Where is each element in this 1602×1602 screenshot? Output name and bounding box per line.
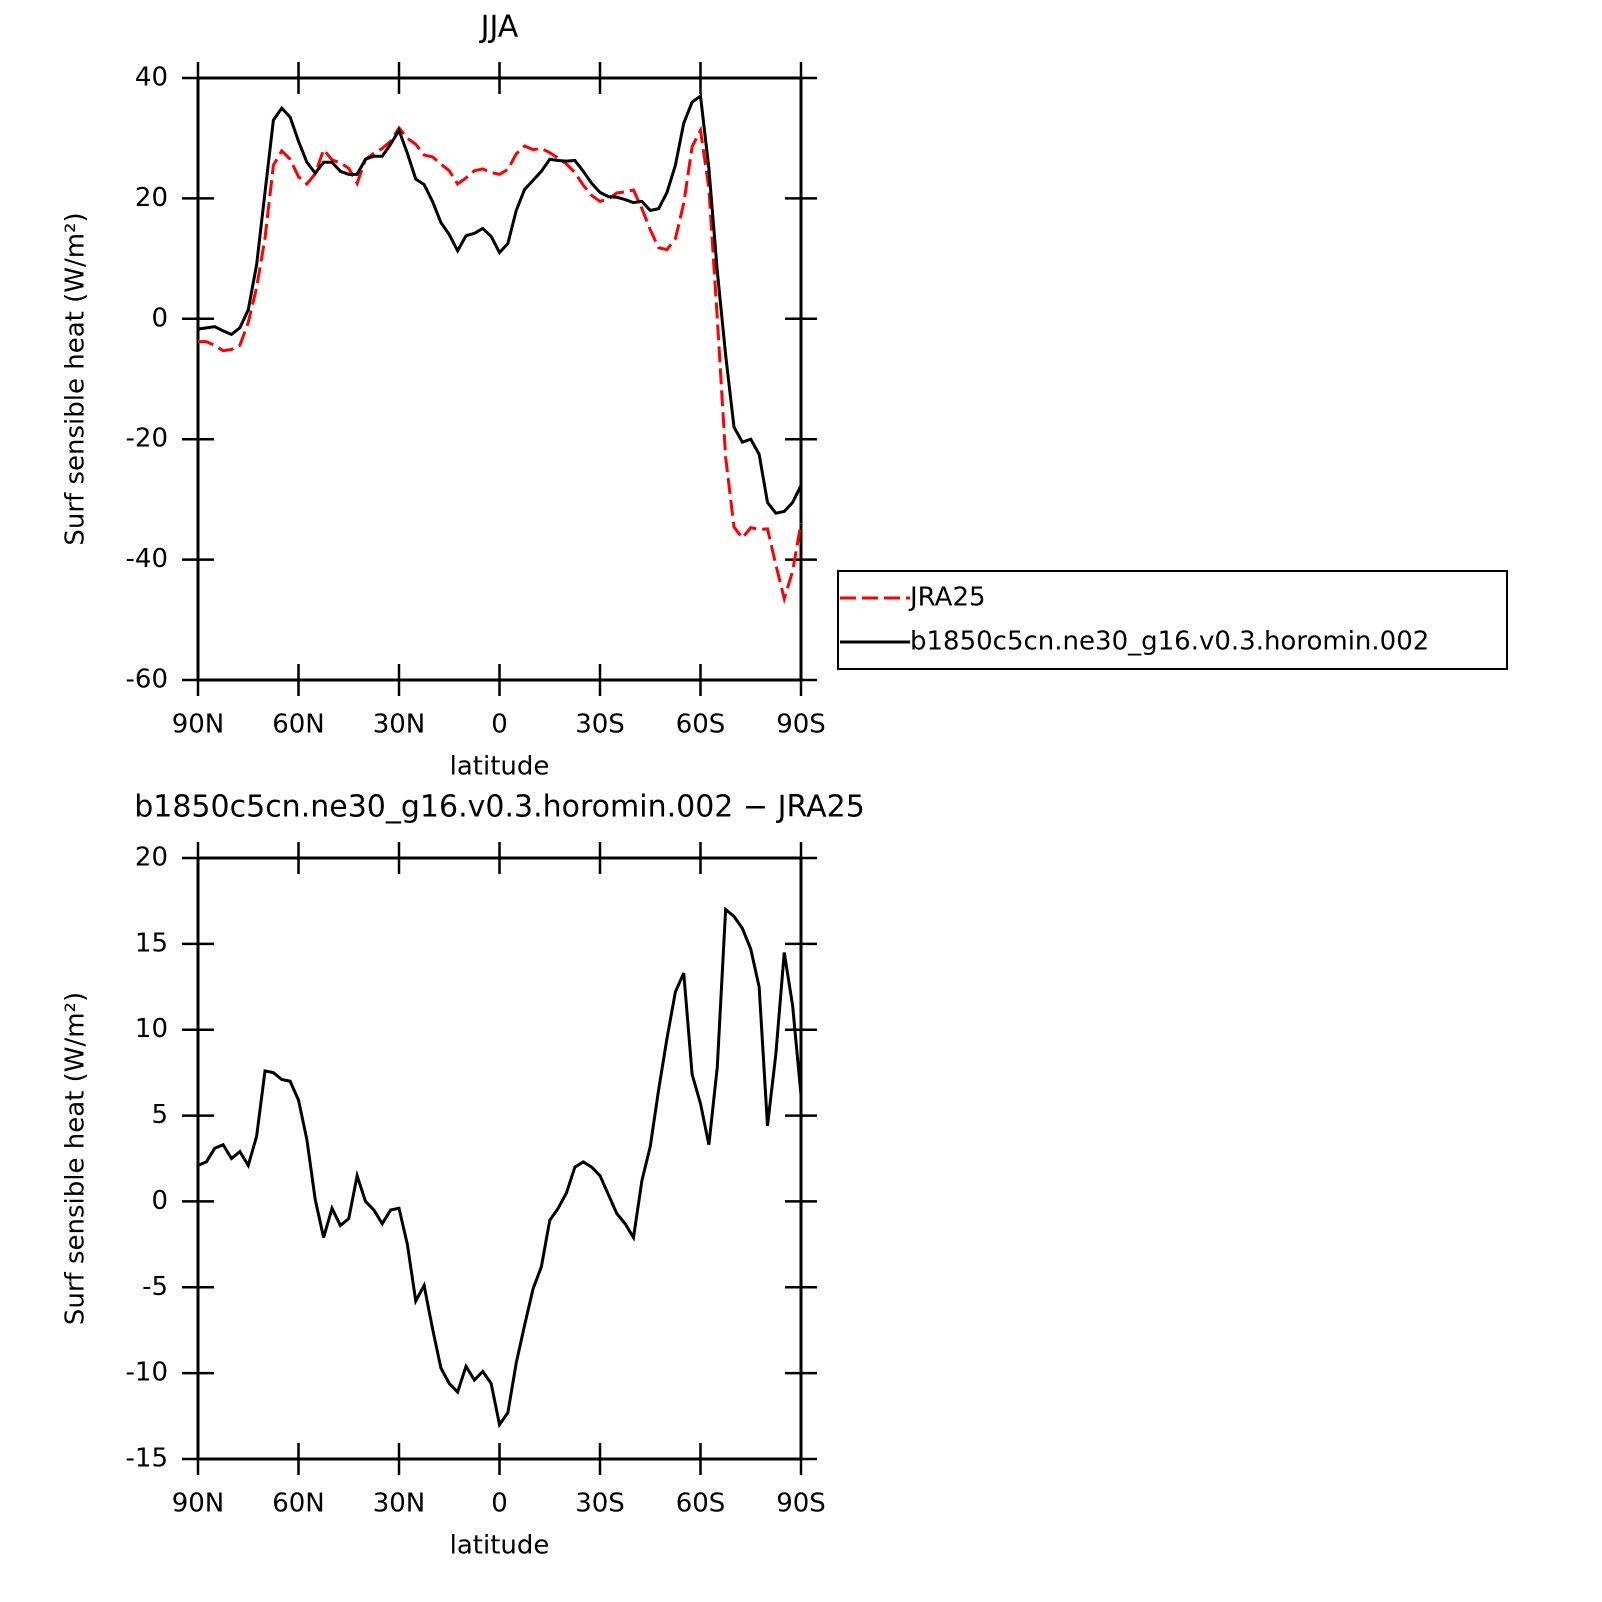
y-tick-label: -20: [126, 424, 168, 454]
chart-title: b1850c5cn.ne30_g16.v0.3.horomin.002 − JR…: [134, 790, 865, 825]
x-tick-label: 0: [491, 710, 508, 740]
legend-box: [837, 570, 1508, 670]
y-tick-label: -10: [126, 1358, 168, 1388]
y-tick-label: 5: [151, 1100, 168, 1130]
x-tick-label: 90S: [776, 710, 826, 740]
y-tick-label: 10: [135, 1014, 168, 1044]
y-tick-label: 20: [135, 843, 168, 873]
plot-frame: [196, 856, 803, 1461]
y-tick-label: 40: [135, 63, 168, 93]
x-axis-label: latitude: [450, 1531, 550, 1561]
x-axis-label: latitude: [450, 752, 550, 782]
legend-label: b1850c5cn.ne30_g16.v0.3.horomin.002: [910, 627, 1429, 657]
y-tick-label: -60: [126, 665, 168, 695]
data-line: [197, 906, 803, 1429]
y-tick-label: 20: [135, 183, 168, 213]
y-tick-label: -40: [126, 544, 168, 574]
x-tick-label: 90S: [776, 1489, 826, 1519]
y-tick-label: -5: [142, 1272, 168, 1302]
x-tick-label: 60S: [676, 710, 726, 740]
y-tick-label: -15: [126, 1444, 168, 1474]
x-tick-label: 30N: [373, 710, 426, 740]
y-tick-label: 0: [151, 1186, 168, 1216]
x-tick-label: 90N: [172, 1489, 225, 1519]
data-line: [197, 93, 803, 515]
chart-title: JJA: [479, 10, 519, 45]
x-tick-label: 30S: [575, 710, 625, 740]
x-tick-label: 30N: [373, 1489, 426, 1519]
x-tick-label: 60N: [272, 710, 325, 740]
y-tick-label: 0: [151, 303, 168, 333]
y-tick-label: 15: [135, 928, 168, 958]
x-tick-label: 60N: [272, 1489, 325, 1519]
y-axis-label: Surf sensible heat (W/m²): [61, 992, 91, 1325]
legend-label: JRA25: [908, 583, 986, 613]
y-axis-label: Surf sensible heat (W/m²): [61, 212, 91, 545]
data-line: [198, 125, 803, 605]
x-tick-label: 30S: [575, 1489, 625, 1519]
x-tick-label: 90N: [172, 710, 225, 740]
x-tick-label: 0: [491, 1489, 508, 1519]
plot-frame: [196, 76, 803, 682]
x-tick-label: 60S: [676, 1489, 726, 1519]
